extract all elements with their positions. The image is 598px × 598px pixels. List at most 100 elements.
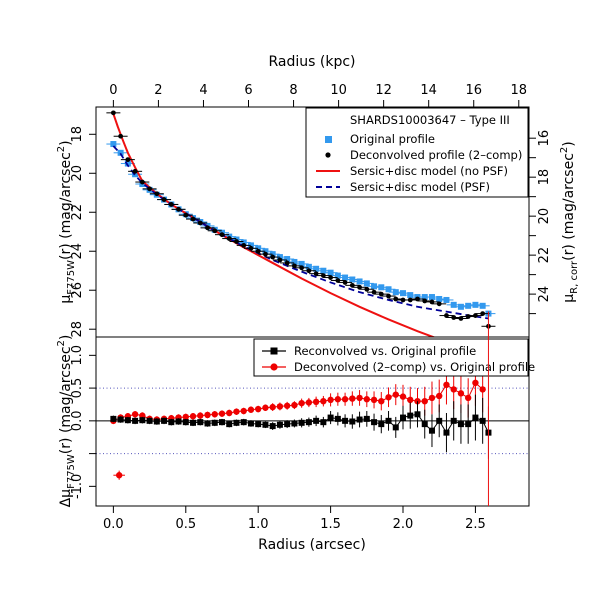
top-right-y-label-tail: (r) (mag/arcsec [561,153,577,261]
top-axis-ticks: 0 2 4 6 8 10 12 14 16 18 [109,83,527,108]
original-point [313,265,320,272]
deconvolved-diff-point [349,395,356,402]
deconvolved-point [386,293,391,299]
deconvolved-diff-point [131,411,139,418]
reconvolved-diff-point [443,429,450,436]
original-point [400,290,407,297]
deconvolved-point [212,228,218,234]
bottom-y-label-main: Δμ [58,489,74,508]
deconvolved-point [299,265,305,271]
deconvolved-diff-point [399,393,407,400]
reconvolved-diff-point [400,414,407,421]
original-point [291,258,298,265]
top-left-y-ticks: 18 20 22 24 26 28 [70,126,96,337]
reconvolved-diff-point [218,419,225,426]
original-point [255,245,262,252]
deconvolved-point [277,257,283,263]
original-point [479,302,486,309]
legend-marker-deconvolved-diff [270,363,278,371]
deconvolved-diff-point [197,412,204,419]
deconvolved-diff-point [298,399,305,407]
original-point [269,251,276,258]
top-legend-box [305,107,529,198]
legend-marker-original [325,136,332,143]
bottom-x-tick-label: 2.0 [393,517,414,532]
bottom-legend-box [253,338,529,377]
reconvolved-diff-point [262,421,269,428]
reconvolved-diff-point [313,417,320,424]
top-left-y-label-sup: 2 [56,146,67,152]
reconvolved-diff-point [457,421,464,428]
top-right-y-ticks: 16 18 20 22 24 [529,130,552,315]
original-point [334,272,341,279]
deconvolved-diff-point [327,396,334,404]
deconvolved-diff-point [464,394,472,402]
reconvolved-diff-point [465,421,472,428]
deconvolved-point [357,284,362,290]
deconvolved-point [328,275,334,280]
reconvolved-diff-point [240,419,247,426]
reconvolved-diff-point [190,419,197,426]
deconvolved-diff-point [479,386,486,393]
deconvolved-diff-point [472,379,479,387]
bottom-y-tick-label: 0.5 [70,378,85,399]
top-y-tick-label: 22 [70,204,85,221]
original-point [240,239,247,246]
deconvolved-point [226,236,232,241]
original-point [327,269,334,276]
deconvolved-diff-point [407,396,414,404]
deconvolved-diff-point [334,396,342,403]
original-point [110,141,117,148]
top-left-y-label-tail: (r) (mag/arcsec [58,152,74,260]
reconvolved-diff-point [233,419,240,426]
deconvolved-point [190,216,196,222]
top-right-y-label-sup: 2 [559,147,570,153]
reconvolved-diff-point [342,417,349,424]
deconvolved-point [118,133,124,139]
deconvolved-diff-point [320,397,327,405]
reconvolved-diff-point [161,417,168,424]
deconvolved-diff-point [392,391,399,398]
bottom-x-ticks: 0.0 0.5 1.0 1.5 2.0 2.5 [103,506,486,532]
bottom-x-tick-label: 0.0 [103,517,124,532]
deconvolved-point [342,280,348,285]
original-point [349,276,356,283]
deconvolved-diff-point [356,394,363,402]
deconvolved-diff-point [291,401,298,409]
original-point [262,248,269,255]
deconvolved-point [349,282,355,288]
reconvolved-diff-point [110,415,117,422]
original-point [457,303,464,310]
reconvolved-diff-point [247,420,254,427]
reconvolved-diff-point [349,418,356,425]
reconvolved-diff-point [168,419,175,426]
deconvolved-point [270,254,276,260]
original-point [305,263,312,270]
deconvolved-point [400,297,406,303]
deconvolved-diff-point [211,411,218,418]
bottom-panel-frame [95,336,530,507]
deconvolved-diff-point [385,394,392,401]
reconvolved-diff-point [211,419,218,426]
original-point [472,301,479,308]
reconvolved-diff-point [226,421,233,428]
top-axis-label: Radius (kpc) [268,54,355,70]
bottom-y-tick-label: -1.0 [70,474,85,499]
deconvolved-point [291,263,297,269]
top-axis-tick-label: 10 [330,83,347,98]
bottom-x-tick-label: 2.5 [465,517,486,532]
legend-label-deconvolved-diff: Deconvolved (2–comp) vs. Original profil… [294,360,535,374]
deconvolved-point [197,220,203,226]
deconvolved-diff-point [182,413,189,421]
legend-label-model-psf: Sersic+disc model (PSF) [350,180,490,194]
original-point [421,294,428,301]
deconvolved-point [248,245,254,251]
deconvolved-point [436,301,442,307]
reconvolved-diff-point [284,421,291,428]
reconvolved-diff-point [472,414,479,421]
deconvolved-diff-point [305,399,313,406]
deconvolved-diff-point [436,392,443,400]
reconvolved-diff-point [392,424,399,431]
reconvolved-diff-point [407,412,414,419]
original-point [465,302,472,309]
